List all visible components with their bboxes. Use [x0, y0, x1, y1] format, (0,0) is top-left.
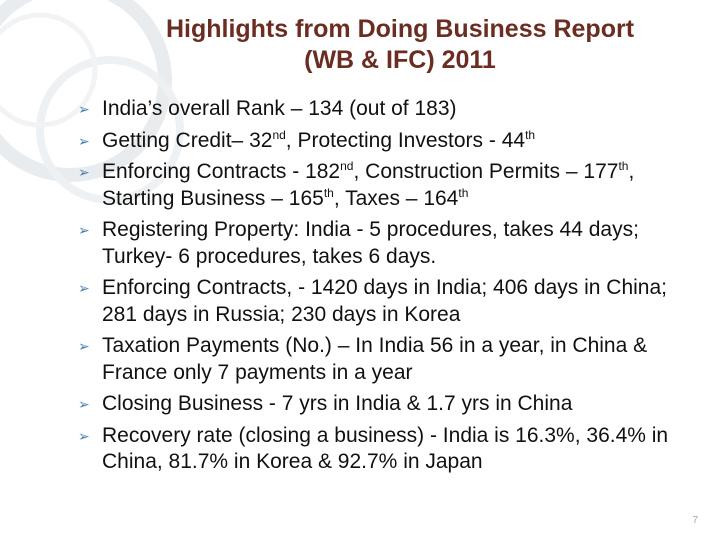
ordinal-suffix: th — [525, 127, 536, 142]
arrow-bullet-icon: ➢ — [78, 427, 90, 444]
arrow-bullet-icon: ➢ — [78, 164, 90, 180]
bullet-text: Enforcing Contracts, - 1420 days in Indi… — [102, 276, 667, 326]
bullet-text: , Starting Business – 165 — [102, 160, 635, 210]
bullet-text: Taxation Payments (No.) – In India 56 in… — [102, 334, 648, 384]
arrow-bullet-icon: ➢ — [78, 396, 90, 412]
bullet-item: ➢ Registering Property: India - 5 procedu… — [78, 217, 698, 270]
bullet-text: Recovery rate (closing a business) - Ind… — [102, 423, 669, 474]
arrow-bullet-icon: ➢ — [78, 338, 90, 354]
bullet-item: ➢ Taxation Payments (No.) – In India 56 i… — [78, 333, 698, 386]
bullet-text: Enforcing Contracts - 182 — [102, 160, 341, 183]
bullet-text: Closing Business - 7 yrs in India & 1.7 … — [102, 392, 573, 415]
bullet-item: ➢ Recovery rate (closing a business) - In… — [78, 423, 698, 476]
ordinal-suffix: nd — [340, 159, 354, 173]
bullet-text: India’s overall Rank – 134 (out of 183) — [102, 97, 457, 120]
title-line-2: (WB & IFC) 2011 — [304, 46, 496, 74]
ordinal-suffix: th — [323, 185, 334, 200]
arrow-bullet-icon: ➢ — [78, 280, 90, 296]
title-line-1: Highlights from Doing Business Report — [165, 15, 635, 43]
bullet-list: ➢ India’s overall Rank – 134 (out of 183)… — [78, 96, 698, 481]
bullet-text: Getting Credit– 32 — [102, 128, 273, 152]
ordinal-suffix: th — [458, 185, 469, 200]
page-number: 7 — [692, 515, 698, 526]
bullet-text: , Taxes – 164 — [333, 186, 459, 210]
bullet-item: ➢ India’s overall Rank – 134 (out of 183) — [78, 96, 698, 123]
arrow-bullet-icon: ➢ — [78, 101, 90, 117]
bullet-item: ➢ Enforcing Contracts, - 1420 days in Ind… — [78, 275, 698, 328]
bullet-text: , Protecting Investors - 44 — [285, 128, 526, 152]
bullet-item: ➢ Getting Credit– 32nd, Protecting Invest… — [78, 128, 698, 155]
ordinal-suffix: nd — [272, 127, 286, 142]
bullet-item: ➢ Enforcing Contracts - 182nd, Constructi… — [78, 159, 698, 212]
ordinal-suffix: th — [618, 159, 629, 173]
bullet-text: Registering Property: India - 5 procedur… — [102, 218, 639, 268]
arrow-bullet-icon: ➢ — [78, 222, 90, 238]
bullet-item: ➢ Closing Business - 7 yrs in India & 1.7… — [78, 391, 698, 418]
slide-title: Highlights from Doing Business Report (W… — [120, 14, 680, 76]
bullet-text: , Construction Permits – 177 — [353, 160, 619, 183]
arrow-bullet-icon: ➢ — [78, 132, 90, 149]
